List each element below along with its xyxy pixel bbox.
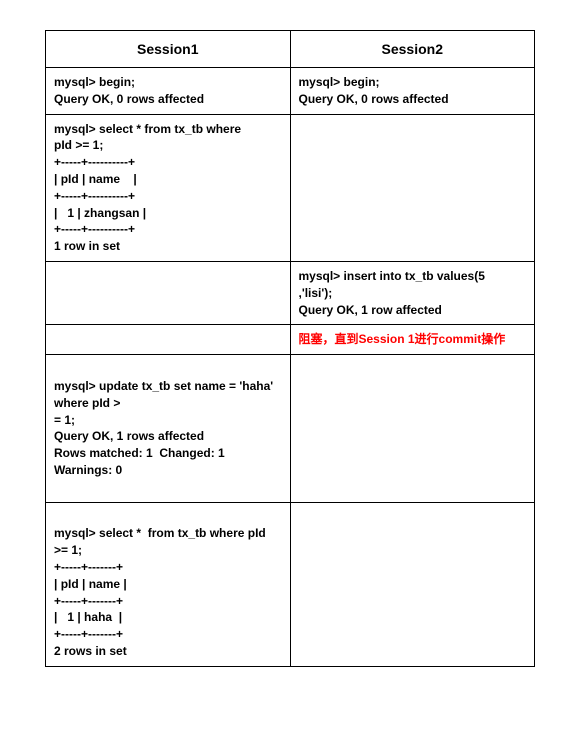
session1-cell: mysql> begin; Query OK, 0 rows affected — [46, 68, 291, 115]
header-session1: Session1 — [46, 31, 291, 68]
session1-cell: mysql> select * from tx_tb where pId >= … — [46, 502, 291, 666]
session2-cell — [290, 114, 535, 261]
session2-cell: 阻塞，直到Session 1进行commit操作 — [290, 325, 535, 355]
session1-cell: mysql> update tx_tb set name = 'haha' wh… — [46, 355, 291, 502]
session2-cell — [290, 355, 535, 502]
session-table: Session1 Session2 mysql> begin; Query OK… — [45, 30, 535, 667]
session1-cell — [46, 261, 291, 324]
session1-cell: mysql> select * from tx_tb where pId >= … — [46, 114, 291, 261]
header-session2: Session2 — [290, 31, 535, 68]
table-row: mysql> update tx_tb set name = 'haha' wh… — [46, 355, 535, 502]
table-row: mysql> begin; Query OK, 0 rows affectedm… — [46, 68, 535, 115]
table-body: mysql> begin; Query OK, 0 rows affectedm… — [46, 68, 535, 667]
table-row: mysql> select * from tx_tb where pId >= … — [46, 114, 535, 261]
table-row: mysql> select * from tx_tb where pId >= … — [46, 502, 535, 666]
session2-cell: mysql> insert into tx_tb values(5 ,'lisi… — [290, 261, 535, 324]
session2-cell: mysql> begin; Query OK, 0 rows affected — [290, 68, 535, 115]
session2-cell — [290, 502, 535, 666]
table-row: mysql> insert into tx_tb values(5 ,'lisi… — [46, 261, 535, 324]
session1-cell — [46, 325, 291, 355]
table-row: 阻塞，直到Session 1进行commit操作 — [46, 325, 535, 355]
